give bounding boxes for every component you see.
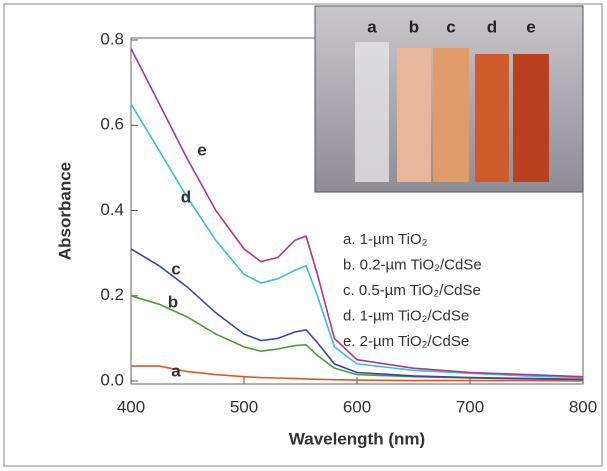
legend-entry: d. 1-µm TiO₂/CdSe — [343, 307, 469, 324]
x-tick-label: 700 — [456, 397, 484, 416]
y-tick-label: 0.0 — [100, 370, 124, 389]
legend-entry: c. 0.5-µm TiO₂/CdSe — [343, 282, 481, 299]
x-tick-label: 500 — [230, 397, 258, 416]
slide — [397, 48, 431, 182]
y-tick-label: 0.2 — [100, 285, 124, 304]
chart: Wavelength (nm) Absorbance 0.0 0.2 0.4 0.6 0… — [0, 0, 607, 471]
y-tick-label: 0.6 — [100, 115, 124, 134]
x-axis-label: Wavelength (nm) — [289, 429, 425, 448]
curve-label: e — [197, 140, 206, 159]
legend-entry: b. 0.2-µm TiO₂/CdSe — [343, 256, 482, 273]
x-tick-label: 400 — [117, 397, 145, 416]
y-axis-label: Absorbance — [55, 162, 74, 260]
legend-entry: a. 1-µm TiO₂ — [343, 231, 428, 248]
y-tick-label: 0.8 — [100, 29, 124, 48]
curve-label: c — [171, 259, 180, 278]
curve-label: d — [181, 187, 191, 206]
photo-label: d — [487, 17, 497, 36]
photo-label: a — [367, 17, 377, 36]
curve-label: b — [168, 292, 178, 311]
x-tick-label: 600 — [343, 397, 371, 416]
photo-label: e — [526, 17, 535, 36]
slide — [433, 48, 469, 182]
photo-label: b — [409, 17, 419, 36]
x-tick-label: 800 — [569, 397, 597, 416]
slide — [355, 42, 389, 182]
photo-label: c — [446, 17, 455, 36]
slide — [475, 54, 509, 182]
curve-label: a — [171, 361, 181, 380]
legend-entry: e. 2-µm TiO₂/CdSe — [343, 333, 469, 350]
y-tick-label: 0.4 — [100, 200, 124, 219]
slide — [513, 54, 549, 182]
